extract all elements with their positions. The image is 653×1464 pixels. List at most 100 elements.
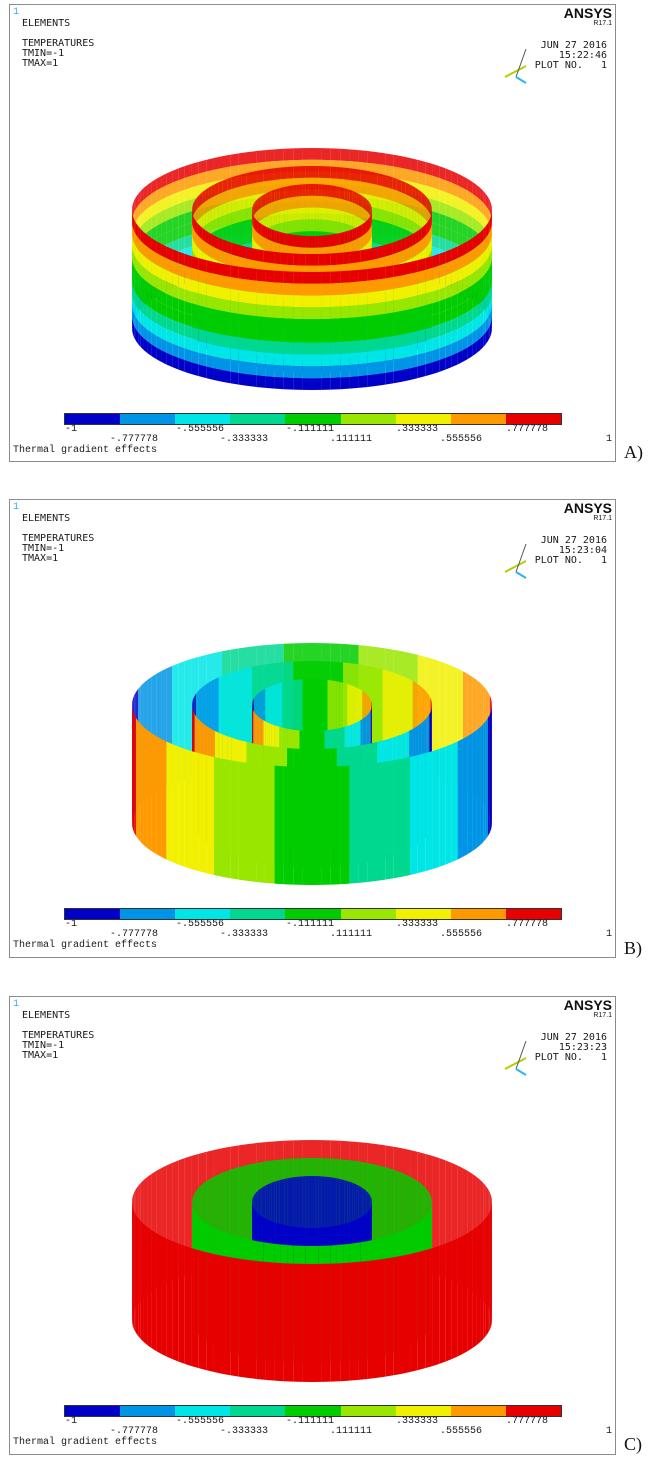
legend-tick-label: -.333333 [220,929,269,940]
legend-swatch [230,909,286,919]
legend-swatch [285,909,341,919]
panel-label-b: B) [624,938,642,958]
legend-tick-label: 1 [606,434,613,445]
legend-swatch [505,1406,561,1416]
legend-tick-label: -.111111 [286,919,335,930]
triad-icon [504,48,527,84]
result-label: TEMPERATURES [22,38,95,49]
legend-swatch [505,414,561,424]
release-label: R17.1 [593,1012,612,1019]
legend-tick-label: -1 [65,424,78,435]
tmax-label: TMAX=1 [22,58,59,69]
legend-tick-label: .111111 [330,1426,373,1437]
legend-swatch [285,1406,341,1416]
legend-tick-label: .333333 [396,424,439,435]
model-view-b [132,643,492,885]
legend-tick-label: -.111111 [286,424,335,435]
legend-swatch [340,1406,396,1416]
legend-tick-label: .777778 [506,1416,549,1427]
legend-tick-label: -.333333 [220,1426,269,1437]
tmin-label: TMIN=-1 [22,1040,65,1051]
legend-swatch [120,909,176,919]
elements-label: ELEMENTS [22,18,71,29]
legend-swatch [395,414,451,424]
legend-tick-label: 1 [606,929,613,940]
contour-legend-bar [64,908,562,920]
triad-icon [504,543,527,579]
panel-label-a: A) [624,442,643,462]
legend-tick-label: 1 [606,1426,613,1437]
legend-tick-label: -.555556 [176,424,225,435]
elements-label: ELEMENTS [22,513,71,524]
contour-legend-bar [64,413,562,425]
legend-tick-label: .555556 [440,434,483,445]
legend-swatch [65,414,121,424]
legend-tick-label: .333333 [396,919,439,930]
window-number: 1 [13,7,20,18]
legend-swatch [340,909,396,919]
legend-tick-label: -.777778 [110,1426,159,1437]
legend-swatch [175,414,231,424]
plot-panel-a: 1 ELEMENTS TEMPERATURES TMIN=-1 TMAX=1 A… [9,4,616,462]
legend-swatch [175,909,231,919]
legend-swatch [450,1406,506,1416]
legend-tick-label: -.555556 [176,1416,225,1427]
window-number: 1 [13,999,20,1010]
contour-legend-bar [64,1405,562,1417]
model-view-a [132,148,492,390]
legend-tick-label: -1 [65,1416,78,1427]
legend-tick-label: .111111 [330,434,373,445]
legend-swatch [175,1406,231,1416]
legend-caption: Thermal gradient effects [13,1437,158,1448]
ansys-logo: ANSYS [563,5,612,21]
legend-caption: Thermal gradient effects [13,940,158,951]
legend-swatch [120,1406,176,1416]
legend-swatch [450,909,506,919]
legend-tick-label: -.555556 [176,919,225,930]
legend-swatch [505,909,561,919]
legend-tick-label: .333333 [396,1416,439,1427]
time-label: 15:23:04 [558,545,607,556]
date-label: JUN 27 2016 [540,535,607,546]
date-label: JUN 27 2016 [540,1032,607,1043]
legend-tick-label: -.777778 [110,434,159,445]
legend-tick-label: .777778 [506,424,549,435]
time-label: 15:22:46 [558,50,607,61]
result-label: TEMPERATURES [22,1030,95,1041]
legend-swatch [65,1406,121,1416]
legend-tick-label: .555556 [440,929,483,940]
plot-panel-b: 1 ELEMENTS TEMPERATURES TMIN=-1 TMAX=1 A… [9,499,616,958]
tmin-label: TMIN=-1 [22,543,65,554]
plot-number-label: PLOT NO. 1 [534,555,607,566]
legend-swatch [120,414,176,424]
tmax-label: TMAX=1 [22,553,59,564]
legend-swatch [65,909,121,919]
legend-tick-label: -.777778 [110,929,159,940]
legend-tick-label: .111111 [330,929,373,940]
legend-tick-label: .777778 [506,919,549,930]
legend-swatch [340,414,396,424]
plot-number-label: PLOT NO. 1 [534,1052,607,1063]
tmin-label: TMIN=-1 [22,48,65,59]
plot-number-label: PLOT NO. 1 [534,60,607,71]
tmax-label: TMAX=1 [22,1050,59,1061]
legend-tick-label: -1 [65,919,78,930]
legend-swatch [395,1406,451,1416]
model-view-c [132,1140,492,1382]
triad-icon [504,1040,527,1076]
release-label: R17.1 [593,20,612,27]
ansys-logo: ANSYS [563,500,612,516]
legend-tick-label: -.333333 [220,434,269,445]
legend-tick-label: -.111111 [286,1416,335,1427]
elements-label: ELEMENTS [22,1010,71,1021]
legend-swatch [230,414,286,424]
legend-swatch [395,909,451,919]
plot-panel-c: 1 ELEMENTS TEMPERATURES TMIN=-1 TMAX=1 A… [9,996,616,1455]
legend-swatch [450,414,506,424]
window-number: 1 [13,502,20,513]
legend-tick-label: .555556 [440,1426,483,1437]
legend-caption: Thermal gradient effects [13,445,158,456]
legend-swatch [285,414,341,424]
result-label: TEMPERATURES [22,533,95,544]
time-label: 15:23:23 [558,1042,607,1053]
